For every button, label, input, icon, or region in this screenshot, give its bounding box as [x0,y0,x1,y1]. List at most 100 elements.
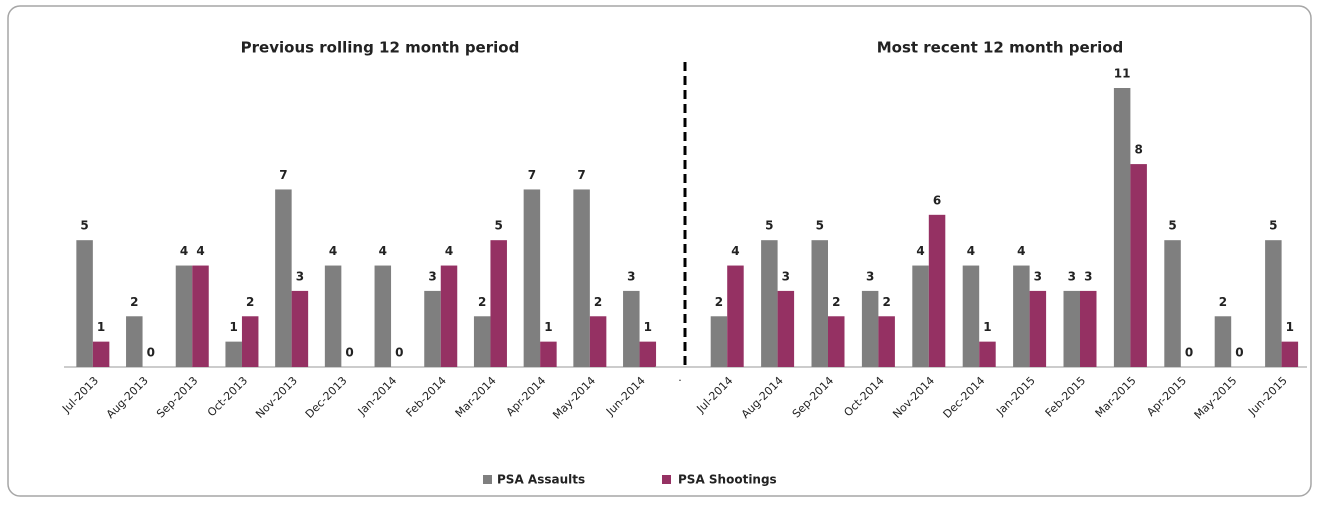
value-label: 0 [147,346,155,360]
bar [490,240,507,367]
bar [473,316,491,367]
value-label: 0 [1185,346,1193,360]
bar [126,316,143,367]
bar [861,290,879,367]
x-tick-label: Apr-2014 [504,374,549,419]
bar [1164,240,1181,367]
x-tick-label: Jun-2015 [1245,374,1290,419]
bar [1029,290,1047,367]
x-tick-label: Jul-2014 [694,374,736,416]
bar [777,290,795,367]
bar [828,316,845,367]
x-tick-label: Mar-2015 [1093,374,1139,420]
bar [761,240,778,367]
bar [639,341,657,367]
value-label: 3 [1034,269,1042,283]
value-label: 1 [544,320,552,334]
bar [76,240,93,367]
x-tick-label: Apr-2015 [1144,374,1189,419]
chart-title: Previous rolling 12 month period [241,39,520,57]
bar [275,189,292,367]
bar [1063,290,1080,367]
bar [878,316,895,367]
x-tick-label: Nov-2014 [890,374,937,421]
value-label: 2 [715,295,723,309]
bar [1281,341,1299,367]
x-tick-label: Oct-2014 [841,374,886,419]
x-tick-label: Nov-2013 [253,374,300,421]
value-label: 4 [196,244,204,258]
bar [912,265,929,367]
value-label: 0 [1235,346,1243,360]
value-label: 5 [80,219,88,233]
value-label: 1 [97,320,105,334]
bar [623,290,640,367]
x-tick-label: Dec-2013 [303,374,350,421]
value-label: 3 [1084,269,1092,283]
value-label: 5 [765,219,773,233]
value-label: 1 [230,320,238,334]
value-label: 5 [495,219,503,233]
x-tick-label: Aug-2014 [739,374,786,421]
x-tick-label: Aug-2013 [104,374,151,421]
bar [225,341,242,367]
value-label: 2 [594,295,602,309]
legend-swatch [662,475,671,484]
value-label: 2 [832,295,840,309]
value-label: 3 [866,269,874,283]
bar [175,265,193,367]
value-label: 1 [983,320,991,334]
x-tick-label: Jul-2013 [59,374,101,416]
value-label: 3 [782,269,790,283]
value-label: 3 [1068,269,1076,283]
legend-label: PSA Shootings [678,473,777,487]
frame [7,5,1312,497]
value-label: 4 [967,244,975,258]
x-tick-label: Jan-2014 [355,374,399,418]
value-label: 7 [577,168,585,182]
bar [1214,316,1232,367]
x-tick-label: Jun-2014 [603,374,648,419]
value-label: 4 [329,244,337,258]
value-label: 7 [528,168,536,182]
bar [1130,164,1147,367]
value-label: 5 [1269,219,1277,233]
value-label: 4 [379,244,387,258]
bar [710,316,728,367]
x-tick-label: Mar-2014 [453,374,499,420]
bar [1265,240,1282,367]
x-tick-label: Oct-2013 [205,374,250,419]
value-label: 0 [345,346,353,360]
bar [440,265,458,367]
value-label: 1 [1286,320,1294,334]
chart-title: Most recent 12 month period [877,39,1124,57]
bar [374,265,392,367]
value-label: 5 [1168,219,1176,233]
value-label: 2 [130,295,138,309]
value-label: 8 [1134,143,1142,157]
bar [241,316,259,367]
bar [1080,290,1097,367]
bar [727,265,744,367]
x-tick-label: Dec-2014 [941,374,988,421]
value-label: 2 [246,295,254,309]
bar [192,265,209,367]
x-tick-label: Feb-2014 [403,374,449,420]
x-tick-label: Sep-2013 [154,374,200,420]
bar [811,240,828,367]
value-label: 1 [644,320,652,334]
bar [573,189,590,367]
value-label: 0 [395,346,403,360]
value-label: 4 [180,244,188,258]
value-label: 3 [296,269,304,283]
value-label: 5 [816,219,824,233]
value-label: 7 [279,168,287,182]
value-label: 2 [882,295,890,309]
value-label: 4 [445,244,453,258]
value-label: 11 [1114,67,1131,81]
bar [92,341,110,367]
value-label: 3 [627,269,635,283]
bar [928,214,946,367]
bar [324,265,342,367]
